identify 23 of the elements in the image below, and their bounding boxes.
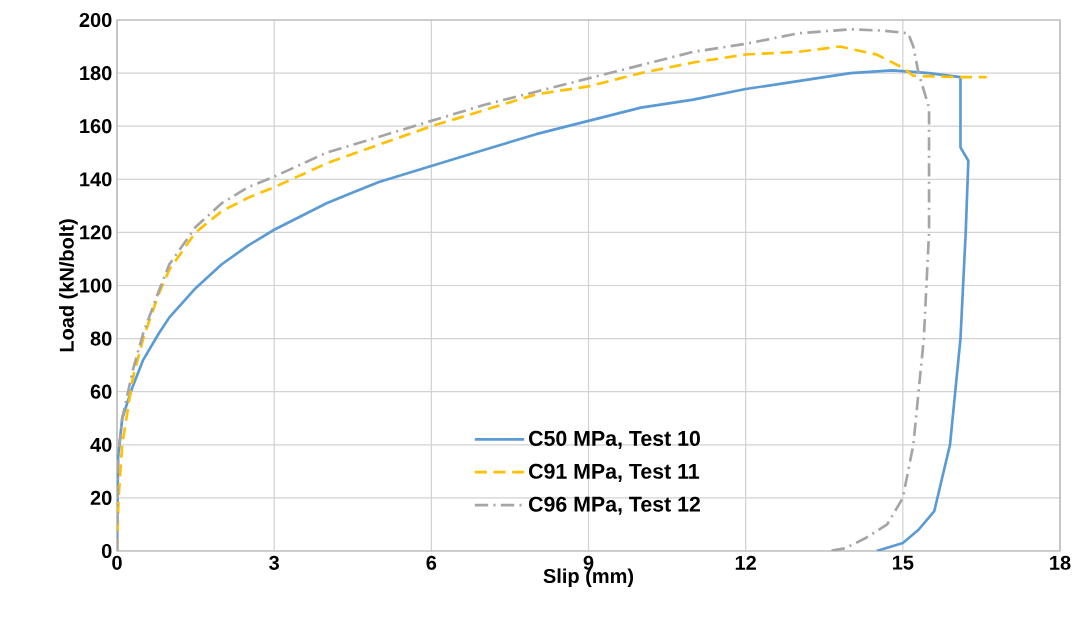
y-tick-label: 100 <box>80 278 112 293</box>
x-tick-label: 15 <box>892 555 914 570</box>
x-tick-label: 12 <box>735 555 756 570</box>
y-tick-label: 80 <box>90 331 112 346</box>
y-tick-label: 200 <box>79 12 112 28</box>
y-tick-label: 0 <box>101 543 112 559</box>
y-axis-title: Load (kN/bolt) <box>59 219 78 352</box>
x-tick-label: 6 <box>426 555 437 570</box>
y-tick-label: 140 <box>80 172 112 187</box>
legend-label: C96 MPa, Test 12 <box>529 496 700 515</box>
x-tick-label: 9 <box>583 555 594 570</box>
y-tick-label: 160 <box>80 119 112 134</box>
x-axis-title: Slip (mm) <box>543 568 634 588</box>
y-tick-label: 40 <box>90 437 112 452</box>
y-tick-label: 180 <box>80 66 112 81</box>
y-tick-label: 60 <box>90 384 112 399</box>
x-tick-label: 3 <box>269 555 279 570</box>
y-tick-label: 20 <box>90 490 112 505</box>
x-tick-label: 18 <box>1050 555 1071 570</box>
legend-label: C50 MPa, Test 10 <box>529 430 700 450</box>
x-tick-label: 0 <box>112 555 122 570</box>
legend-label: C91 MPa, Test 11 <box>529 463 700 482</box>
y-tick-label: 120 <box>80 225 112 240</box>
